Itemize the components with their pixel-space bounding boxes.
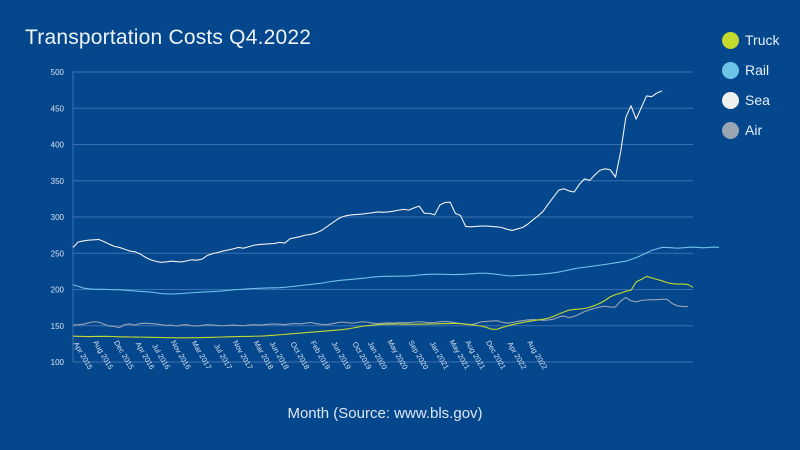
legend-label: Truck: [745, 32, 780, 48]
x-tick-label: Oct 2018: [289, 340, 312, 371]
y-axis: 100 150 200 250 300 350 400 450 500: [51, 68, 65, 367]
legend: Truck Rail Sea Air: [722, 25, 779, 145]
y-tick-label: 100: [51, 358, 65, 367]
y-tick-label: 400: [51, 141, 65, 150]
x-tick-label: Jun 2019: [330, 340, 353, 371]
y-tick-label: 350: [51, 177, 65, 186]
y-tick-label: 150: [51, 322, 65, 331]
series-line-truck: [72, 275, 694, 339]
y-tick-label: 300: [51, 213, 65, 222]
legend-label: Rail: [745, 62, 770, 78]
series-line-sea: [72, 90, 663, 263]
grid: [72, 71, 693, 363]
series-line-air: [72, 296, 688, 329]
legend-swatch: [722, 91, 739, 109]
chart-title: Transportation Costs Q4.2022: [25, 26, 312, 49]
x-tick-label: Jul 2017: [212, 342, 234, 371]
y-tick-label: 500: [51, 68, 65, 77]
legend-item-sea[interactable]: Sea: [722, 85, 779, 115]
legend-swatch: [722, 121, 739, 139]
y-tick-label: 250: [51, 249, 65, 258]
series-lines: [72, 90, 719, 339]
x-tick-label: Apr 2015: [72, 340, 95, 371]
y-tick-label: 200: [51, 286, 65, 295]
legend-swatch: [722, 31, 739, 49]
x-axis-label: Month (Source: www.bls.gov): [287, 405, 483, 422]
legend-label: Air: [745, 122, 763, 138]
y-tick-label: 450: [51, 104, 65, 113]
legend-label: Sea: [745, 92, 770, 108]
series-line-rail: [72, 246, 719, 295]
legend-item-air[interactable]: Air: [722, 115, 779, 145]
legend-item-rail[interactable]: Rail: [722, 55, 779, 85]
x-tick-label: Feb 2019: [309, 339, 333, 371]
legend-item-truck[interactable]: Truck: [722, 25, 779, 55]
x-tick-label: Jan 2021: [428, 340, 451, 371]
legend-swatch: [722, 61, 739, 79]
x-tick-label: Mar 2017: [190, 339, 214, 371]
x-tick-label: Apr 2022: [506, 340, 529, 371]
